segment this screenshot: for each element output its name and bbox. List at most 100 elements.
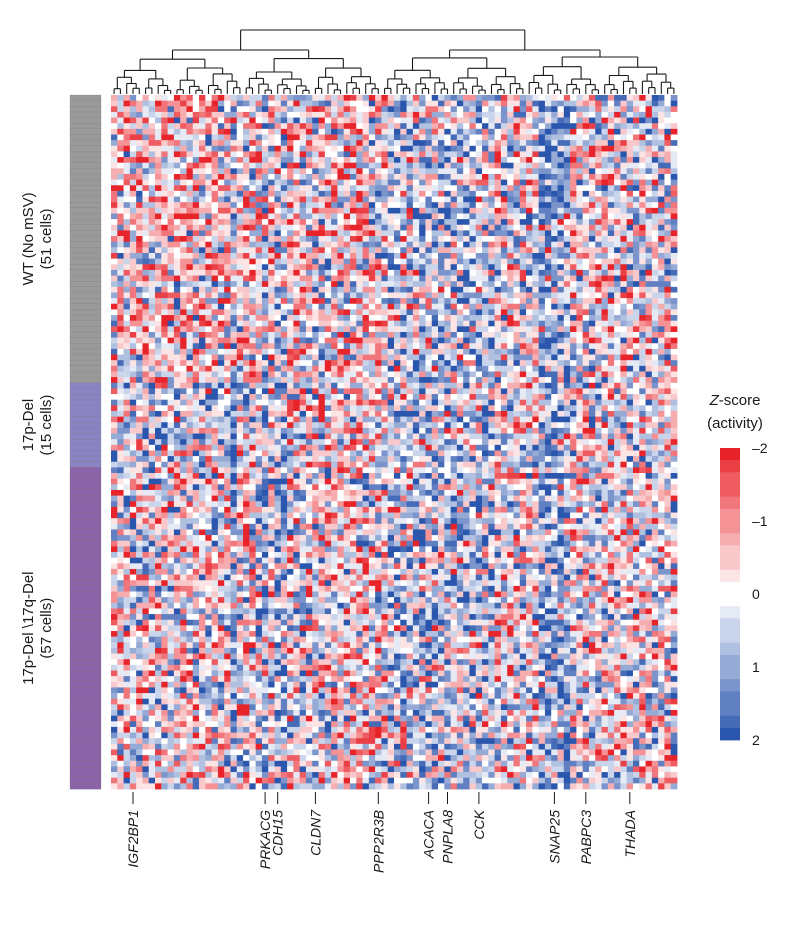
heatmap-cell [513, 95, 521, 102]
heatmap-cell [205, 140, 213, 147]
heatmap-cell [450, 95, 458, 102]
heatmap-cell [111, 371, 118, 378]
heatmap-cell [312, 326, 319, 333]
heatmap-cell [639, 202, 646, 209]
heatmap-cell [199, 252, 206, 260]
heatmap-cell [217, 106, 225, 113]
heatmap-cell [576, 207, 584, 214]
heatmap-cell [507, 320, 514, 327]
heatmap-cell [639, 337, 646, 344]
heatmap-cell [670, 236, 678, 243]
heatmap-cell [337, 252, 345, 260]
heatmap-cell [507, 236, 514, 243]
heatmap-cell [161, 326, 168, 333]
heatmap-cell [651, 371, 659, 378]
heatmap-cell [419, 331, 426, 339]
heatmap-cell [337, 230, 345, 237]
heatmap-cell [570, 224, 577, 231]
heatmap-cell [544, 354, 552, 361]
heatmap-cell [444, 241, 451, 248]
heatmap-cell [507, 134, 514, 141]
heatmap-cell [318, 207, 326, 214]
heatmap-cell [425, 128, 433, 135]
heatmap-cell [513, 303, 521, 310]
heatmap-cell [488, 196, 496, 203]
heatmap-cell [299, 315, 307, 322]
heatmap-cell [192, 281, 200, 288]
heatmap-cell [632, 134, 640, 141]
heatmap-cell [607, 162, 615, 169]
heatmap-cell [532, 230, 540, 237]
heatmap-cell [243, 286, 250, 293]
heatmap-cell [394, 337, 401, 344]
heatmap-cell [211, 252, 219, 260]
heatmap-cell [651, 377, 659, 384]
heatmap-cell [305, 190, 313, 197]
heatmap-cell [293, 343, 301, 350]
heatmap-cell [563, 258, 571, 265]
heatmap-cell [261, 264, 269, 271]
heatmap-cell [142, 117, 150, 124]
row-annotation-cell [69, 134, 102, 141]
heatmap-cell [224, 224, 231, 231]
heatmap-cell [557, 331, 565, 339]
heatmap-cell [349, 269, 357, 276]
heatmap-cell [205, 173, 213, 181]
heatmap-cell [406, 196, 414, 203]
heatmap-cell [551, 264, 558, 271]
heatmap-cell [557, 117, 565, 124]
heatmap-cell [230, 157, 238, 164]
heatmap-cell [450, 258, 458, 265]
heatmap-cell [406, 157, 414, 164]
heatmap-cell [129, 185, 137, 192]
heatmap-cell [381, 281, 389, 288]
heatmap-cell [500, 320, 508, 327]
heatmap-cell [482, 151, 489, 158]
heatmap-cell [337, 179, 345, 186]
heatmap-cell [349, 202, 357, 209]
heatmap-cell [186, 371, 194, 378]
heatmap-cell [588, 326, 596, 333]
heatmap-cell [664, 236, 672, 243]
heatmap-cell [381, 365, 389, 372]
heatmap-cell [626, 292, 634, 299]
heatmap-cell [538, 348, 546, 355]
heatmap-cell [268, 111, 275, 118]
heatmap-cell [614, 371, 621, 378]
heatmap-cell [136, 219, 143, 226]
heatmap-cell [142, 331, 150, 339]
heatmap-cell [576, 281, 584, 288]
heatmap-cell [557, 168, 565, 175]
heatmap-cell [588, 258, 596, 265]
heatmap-cell [318, 281, 326, 288]
heatmap-cell [463, 269, 470, 276]
heatmap-cell [563, 117, 571, 124]
heatmap-cell [412, 123, 420, 130]
heatmap-cell [136, 354, 143, 361]
heatmap-cell [312, 128, 319, 135]
heatmap-cell [318, 303, 326, 310]
heatmap-cell [331, 298, 338, 305]
heatmap-cell [469, 224, 477, 231]
heatmap-cell [607, 111, 615, 118]
heatmap-cell [205, 252, 213, 260]
heatmap-cell [444, 196, 451, 203]
heatmap-cell [136, 377, 143, 384]
heatmap-cell [173, 337, 181, 344]
heatmap-cell [632, 269, 640, 276]
heatmap-cell [450, 173, 458, 181]
heatmap-cell [394, 224, 401, 231]
heatmap-cell [670, 275, 678, 282]
heatmap-cell [249, 219, 257, 226]
row-annotation-cell [69, 518, 102, 525]
heatmap-cell [211, 365, 219, 372]
heatmap-cell [400, 236, 407, 243]
heatmap-cell [664, 100, 672, 107]
heatmap-cell [123, 207, 131, 214]
heatmap-cell [651, 185, 659, 192]
heatmap-cell [375, 202, 382, 209]
heatmap-cell [469, 157, 477, 164]
heatmap-cell [419, 371, 426, 378]
heatmap-cell [287, 134, 294, 141]
heatmap-cell [312, 162, 319, 169]
